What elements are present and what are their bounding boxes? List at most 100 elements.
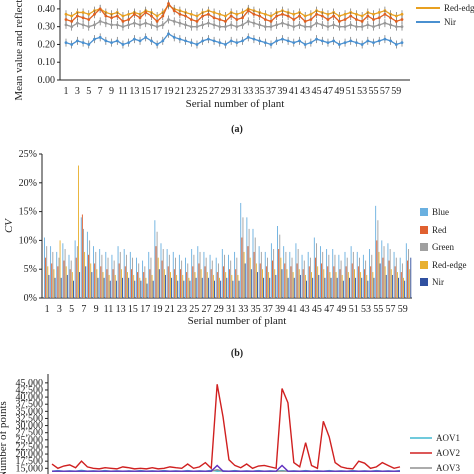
- chart-b-xtick-label: 33: [238, 304, 248, 315]
- chart-b-bar: [345, 266, 347, 298]
- chart-a-point: [292, 18, 296, 21]
- chart-a-point: [201, 14, 205, 18]
- chart-b-bar: [252, 228, 254, 298]
- chart-a-xtick-label: 43: [300, 86, 310, 97]
- chart-a-point: [104, 39, 108, 43]
- chart-b-bar: [242, 217, 244, 298]
- chart-b-bar: [389, 249, 391, 298]
- chart-a-point: [75, 39, 79, 43]
- chart-b-bar: [142, 260, 144, 298]
- chart-b-bar: [151, 274, 153, 298]
- chart-a-point: [167, 32, 170, 36]
- chart-a-ytick-label: 0.10: [38, 57, 56, 68]
- chart-a-point: [383, 21, 387, 25]
- chart-b-bar: [231, 274, 233, 298]
- chart-b-bar: [364, 269, 365, 298]
- chart-b-bar: [95, 251, 97, 298]
- chart-a-point: [400, 41, 404, 45]
- chart-a-point: [144, 35, 148, 39]
- chart-a-point: [110, 41, 113, 45]
- legend-swatch-green: [420, 243, 428, 251]
- chart-a-point: [275, 14, 279, 18]
- chart-b-bar: [148, 251, 150, 298]
- chart-a-point: [298, 23, 301, 27]
- chart-b-bar: [306, 280, 307, 298]
- chart-a-point: [349, 14, 353, 18]
- chart-b-xtick-label: 45: [312, 304, 322, 315]
- chart-a-point: [144, 11, 148, 14]
- chart-b-ytick-label: 5%: [24, 264, 37, 275]
- chart-b-bar: [157, 257, 159, 298]
- chart-b-bar: [217, 263, 219, 298]
- chart-b-bar: [209, 254, 211, 298]
- chart-b-bar: [376, 240, 378, 298]
- chart-b-bar: [115, 280, 117, 298]
- chart-b-bar: [130, 269, 132, 298]
- chart-b-ytick-label: 0%: [24, 293, 37, 304]
- legend-swatch-red-edge-b: [420, 261, 428, 269]
- chart-b-bar: [329, 272, 331, 298]
- chart-c-ytick-label: 32,500: [16, 413, 44, 424]
- chart-b-bar: [234, 251, 236, 298]
- chart-b-bar: [390, 269, 392, 298]
- chart-b-xtick-label: 7: [81, 304, 86, 315]
- chart-b-bar: [180, 269, 181, 298]
- chart-b-bar: [387, 243, 389, 298]
- chart-b-bar: [63, 260, 65, 298]
- chart-b-bar: [140, 280, 142, 298]
- chart-b-bar: [84, 251, 86, 298]
- chart-a-point: [389, 16, 393, 20]
- chart-a-point: [394, 19, 398, 23]
- chart-b-bar: [133, 274, 135, 298]
- chart-a-point: [366, 23, 370, 27]
- chart-b-bar: [344, 251, 346, 298]
- panel-label-a: (a): [231, 124, 243, 135]
- chart-a-point: [115, 23, 119, 27]
- chart-b-bar: [51, 263, 53, 298]
- chart-b-bar: [199, 251, 201, 298]
- chart-b-bar: [247, 246, 249, 298]
- chart-b-bar: [80, 217, 82, 298]
- legend-label-nir-b: Nir: [432, 277, 444, 287]
- chart-a-point: [81, 11, 85, 14]
- chart-a-point: [343, 18, 347, 21]
- chart-a-point: [360, 25, 364, 29]
- chart-a-point: [138, 39, 142, 43]
- chart-a-point: [343, 41, 347, 45]
- chart-b-bar: [72, 280, 74, 298]
- chart-b-bar: [128, 277, 130, 298]
- chart-b-bar: [373, 277, 375, 298]
- chart-b-bar: [52, 251, 54, 298]
- chart-a-point: [87, 43, 91, 46]
- chart-a-point: [383, 37, 387, 41]
- chart-a-point: [229, 39, 233, 43]
- chart-b-bar: [60, 277, 62, 298]
- chart-b-bar: [215, 257, 217, 298]
- chart-b-bar: [176, 274, 178, 298]
- chart-a-xtick-label: 29: [220, 86, 230, 97]
- chart-a-point: [258, 14, 262, 18]
- chart-b-bar: [299, 274, 301, 298]
- chart-a-point: [320, 14, 324, 18]
- chart-b-xlabel: Serial number of plant: [188, 315, 287, 327]
- legend-label-blue: Blue: [432, 207, 449, 217]
- chart-b-bar: [122, 277, 123, 298]
- chart-b-bar: [107, 257, 109, 298]
- chart-b-bar: [263, 277, 265, 298]
- chart-a-xtick-label: 37: [266, 86, 276, 97]
- chart-b-bar: [79, 272, 81, 298]
- chart-b-bar: [340, 260, 342, 298]
- chart-b-bar: [125, 254, 127, 298]
- chart-b-bar: [367, 280, 369, 298]
- chart-a-point: [241, 16, 244, 20]
- chart-a-xtick-label: 35: [255, 86, 265, 97]
- chart-a-point: [383, 12, 387, 16]
- chart-a-point: [263, 18, 267, 21]
- chart-a-xtick-label: 49: [334, 86, 344, 97]
- chart-b-bar: [324, 277, 326, 298]
- chart-b-bar: [120, 269, 122, 298]
- chart-b-xtick-label: 31: [226, 304, 236, 315]
- chart-b-xtick-label: 27: [202, 304, 212, 315]
- chart-b-bar: [212, 274, 214, 298]
